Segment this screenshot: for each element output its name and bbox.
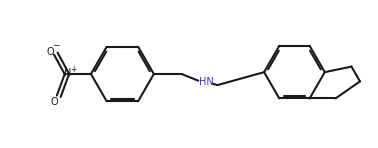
Text: −: − [52,40,59,49]
Text: HN: HN [198,77,213,87]
Text: O: O [51,97,58,107]
Text: +: + [70,65,77,74]
Text: N: N [64,68,71,78]
Text: O: O [46,47,54,57]
